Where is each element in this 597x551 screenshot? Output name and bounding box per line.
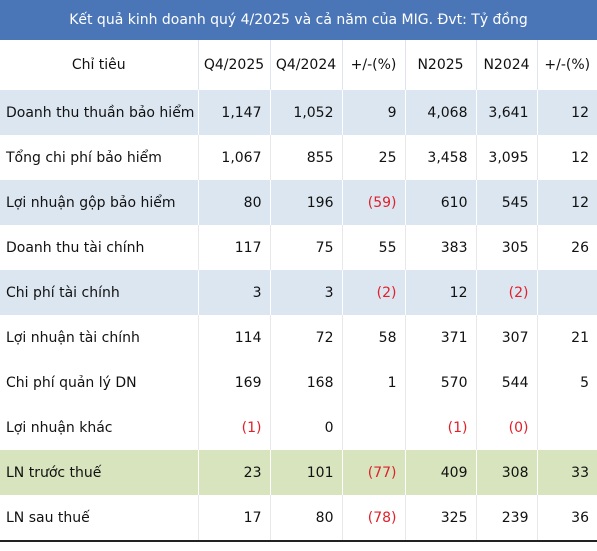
column-header: Q4/2025 (197, 40, 270, 90)
table-row: Lợi nhuận khác (1) 0 (1) (0) (0, 405, 597, 450)
table-row: Lợi nhuận tài chính 114 72 58 371 307 21 (0, 315, 597, 360)
value-cell: 75 (269, 225, 342, 270)
value-cell: 36 (536, 495, 597, 541)
header-row: Chỉ tiêu Q4/2025 Q4/2024 +/-(%) N2025 N2024 +/… (0, 40, 597, 90)
column-header: Chỉ tiêu (71, 57, 126, 73)
table-row: Doanh thu tài chính 117 75 55 383 305 26 (0, 225, 597, 270)
table-row: Doanh thu thuần bảo hiểm 1,147 1,052 9 4,068… (0, 90, 597, 135)
column-header: N2024 (475, 40, 537, 90)
value-cell: 544 (475, 360, 537, 405)
value-cell: 0 (269, 405, 342, 450)
column-header: N2025 (404, 40, 476, 90)
value-cell: 25 (341, 135, 405, 180)
value-cell: 3,641 (475, 90, 537, 135)
value-cell: 169 (197, 360, 270, 405)
value-cell: 80 (197, 180, 270, 225)
table-row: Tổng chi phí bảo hiểm 1,067 855 25 3,458 3,09… (0, 135, 597, 180)
value-cell: (0) (475, 405, 537, 450)
value-cell: 570 (404, 360, 476, 405)
empty-cell (341, 405, 405, 450)
value-cell: 3,458 (404, 135, 476, 180)
value-cell: 55 (341, 225, 405, 270)
value-cell: 101 (269, 450, 342, 495)
value-cell: 12 (536, 135, 597, 180)
value-cell: 196 (269, 180, 342, 225)
title-bar: Kết quả kinh doanh quý 4/2025 và cả năm … (0, 0, 597, 40)
value-cell: 58 (341, 315, 405, 360)
value-cell: 9 (341, 90, 405, 135)
row-label: Chi phí tài chính (0, 270, 198, 315)
value-cell: 610 (404, 180, 476, 225)
value-cell: 409 (404, 450, 476, 495)
value-cell: (2) (475, 270, 537, 315)
value-cell: 114 (197, 315, 270, 360)
table-row: LN sau thuế 17 80 (78) 325 239 36 (0, 495, 597, 541)
table-row: LN trước thuế 23 101 (77) 409 308 33 (0, 450, 597, 495)
value-cell: 1,067 (197, 135, 270, 180)
results-table: Chỉ tiêu Q4/2025 Q4/2024 +/-(%) N2025 N2024 +/… (0, 40, 597, 542)
table-row: Chi phí quản lý DN 169 168 1 570 544 5 (0, 360, 597, 405)
empty-cell (536, 270, 597, 315)
value-cell: 12 (404, 270, 476, 315)
value-cell: 12 (536, 90, 597, 135)
value-cell: 239 (475, 495, 537, 541)
value-cell: 3 (197, 270, 270, 315)
value-cell: 1,147 (197, 90, 270, 135)
value-cell: 855 (269, 135, 342, 180)
value-cell: 26 (536, 225, 597, 270)
value-cell: 4,068 (404, 90, 476, 135)
value-cell: 308 (475, 450, 537, 495)
value-cell: (78) (341, 495, 405, 541)
value-cell: 305 (475, 225, 537, 270)
column-header: +/-(%) (341, 40, 405, 90)
value-cell: (77) (341, 450, 405, 495)
value-cell: 168 (269, 360, 342, 405)
row-label: Doanh thu thuần bảo hiểm (0, 90, 198, 135)
row-label: Chi phí quản lý DN (6, 374, 137, 391)
value-cell: 383 (404, 225, 476, 270)
row-label: Lợi nhuận tài chính (6, 329, 140, 346)
value-cell: (59) (341, 180, 405, 225)
value-cell: 5 (536, 360, 597, 405)
column-header: +/-(%) (536, 40, 597, 90)
empty-cell (536, 405, 597, 450)
value-cell: (1) (197, 405, 270, 450)
value-cell: 545 (475, 180, 537, 225)
row-label: Tổng chi phí bảo hiểm (6, 149, 162, 166)
row-label: Lợi nhuận gộp bảo hiểm (0, 180, 198, 225)
column-header: Q4/2024 (269, 40, 342, 90)
table-row: Chi phí tài chính 3 3 (2) 12 (2) (0, 270, 597, 315)
value-cell: 307 (475, 315, 537, 360)
value-cell: 117 (197, 225, 270, 270)
row-label: Doanh thu tài chính (6, 239, 145, 256)
value-cell: (2) (341, 270, 405, 315)
value-cell: 3,095 (475, 135, 537, 180)
value-cell: 325 (404, 495, 476, 541)
row-label: LN trước thuế (0, 450, 198, 495)
value-cell: 33 (536, 450, 597, 495)
value-cell: 72 (269, 315, 342, 360)
value-cell: 21 (536, 315, 597, 360)
value-cell: 23 (197, 450, 270, 495)
value-cell: 3 (269, 270, 342, 315)
value-cell: 1,052 (269, 90, 342, 135)
table-row: Lợi nhuận gộp bảo hiểm 80 196 (59) 610 545 12 (0, 180, 597, 225)
row-label: Lợi nhuận khác (6, 419, 113, 436)
value-cell: 80 (269, 495, 342, 541)
value-cell: (1) (404, 405, 476, 450)
value-cell: 1 (341, 360, 405, 405)
value-cell: 371 (404, 315, 476, 360)
row-label: LN sau thuế (6, 509, 90, 526)
value-cell: 12 (536, 180, 597, 225)
value-cell: 17 (197, 495, 270, 541)
